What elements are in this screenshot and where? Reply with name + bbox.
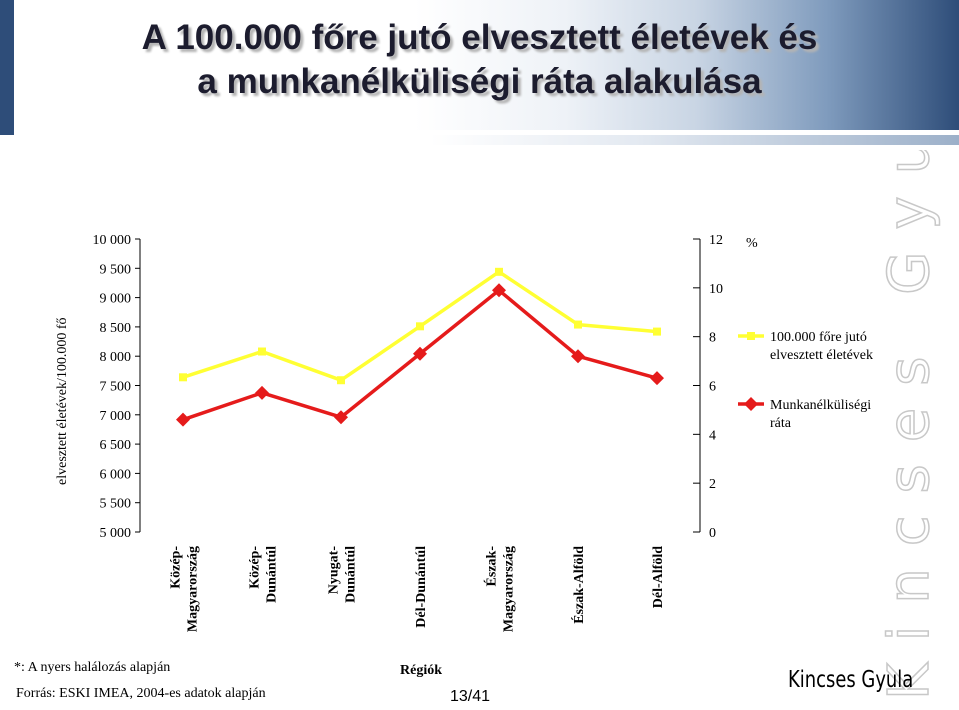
data-point-unemployment [650, 371, 664, 386]
data-point-unemployment [334, 410, 348, 425]
y-left-tick-label: 6 000 [100, 467, 132, 482]
y-left-tick-label: 5 000 [100, 526, 132, 541]
category-label: Észak- Magyarország [483, 546, 517, 632]
x-axis-title: Régiók [400, 663, 442, 678]
footnote-method: *: A nyers halálozás alapján [14, 660, 171, 675]
category-label-line: Dunántúl [344, 546, 359, 603]
y-axis-left-title: elvesztett életévek/100.000 fő [55, 317, 70, 485]
category-label-line: Észak-Alföld [570, 546, 587, 624]
footnote-source: Forrás: ESKI IMEA, 2004-es adatok alapjá… [16, 686, 266, 701]
author-signature: Kincses Gyula [788, 667, 914, 693]
legend-marker [744, 397, 758, 411]
y-left-tick-label: 7 000 [100, 409, 132, 424]
category-label-line: Dunántúl [265, 546, 280, 603]
y-right-tick-label: 8 [709, 331, 716, 346]
category-label-line: Magyarország [502, 546, 517, 632]
category-label-line: Nyugat- [327, 546, 342, 595]
y-left-tick-label: 7 500 [100, 380, 132, 395]
title-underline [430, 135, 959, 145]
legend-label: 100.000 főre jutó elvesztett életévek [770, 330, 873, 363]
series-layer [176, 267, 664, 427]
y-right-tick-label: 12 [709, 233, 723, 248]
y-right-tick-label: 0 [709, 526, 716, 541]
data-point-life-years [574, 320, 582, 329]
data-point-life-years [337, 376, 345, 385]
y-right-tick-label: 6 [709, 380, 716, 395]
y-left-tick-label: 9 000 [100, 292, 132, 307]
page-number: 13/41 [450, 688, 491, 705]
y-right-tick-label: 4 [709, 428, 716, 443]
title-gradient [20, 0, 959, 130]
data-point-unemployment [492, 283, 506, 298]
category-label-line: Közép- [248, 546, 263, 589]
category-label: Dél-Dunántúl [414, 546, 429, 628]
category-label: Nyugat- Dunántúl [327, 546, 359, 603]
y-axis-right-unit: % [746, 236, 758, 251]
svg-text:Kincses Gyula: Kincses Gyula [880, 150, 942, 700]
slide-title-line-1: A 100.000 főre jutó elvesztett életévek … [141, 18, 818, 57]
data-point-life-years [179, 373, 187, 382]
data-point-unemployment [413, 346, 427, 361]
category-label: Dél-Alföld [651, 546, 666, 608]
y-left-tick-label: 10 000 [93, 233, 132, 248]
legend: 100.000 főre jutó elvesztett életévek Munk… [738, 330, 873, 431]
category-labels: Közép- Magyarország Közép- Dunántúl Nyugat- D… [169, 546, 667, 632]
data-point-life-years [258, 347, 266, 356]
y-left-tick-label: 8 000 [100, 350, 132, 365]
data-point-life-years [653, 327, 661, 336]
y-left-tick-label: 5 500 [100, 497, 132, 512]
data-point-unemployment [176, 412, 190, 427]
legend-marker [747, 332, 755, 340]
data-point-life-years [495, 267, 503, 276]
y-left-tick-label: 9 500 [100, 262, 132, 277]
y-left-tick-label: 6 500 [100, 438, 132, 453]
title-accent-bar [0, 0, 14, 135]
legend-label: Munkanélküliségi ráta [770, 398, 871, 431]
slide-title-line-2: a munkanélküliségi ráta alakulása [197, 62, 762, 101]
title-band: A 100.000 főre jutó elvesztett életévek … [0, 0, 959, 145]
category-label: Közép- Dunántúl [248, 546, 280, 603]
category-label-line: Dél-Alföld [651, 546, 666, 608]
data-point-life-years [416, 322, 424, 331]
right-axis: 12 10 8 6 4 2 0 [693, 233, 723, 541]
category-label-line: Észak- [483, 546, 500, 587]
author-watermark: Kincses Gyula [880, 150, 943, 701]
category-label-line: Magyarország [186, 546, 201, 632]
category-label: Közép- Magyarország [169, 546, 201, 632]
y-right-tick-label: 10 [709, 282, 723, 297]
data-point-unemployment [571, 349, 585, 364]
category-label-line: Közép- [169, 546, 184, 589]
y-left-tick-label: 8 500 [100, 321, 132, 336]
category-label: Észak-Alföld [570, 546, 587, 624]
data-point-unemployment [255, 385, 269, 400]
category-label-line: Dél-Dunántúl [414, 546, 429, 628]
y-right-tick-label: 2 [709, 477, 716, 492]
left-axis: 10 000 9 500 9 000 8 500 8 000 7 500 7 000 6 50… [93, 233, 141, 541]
